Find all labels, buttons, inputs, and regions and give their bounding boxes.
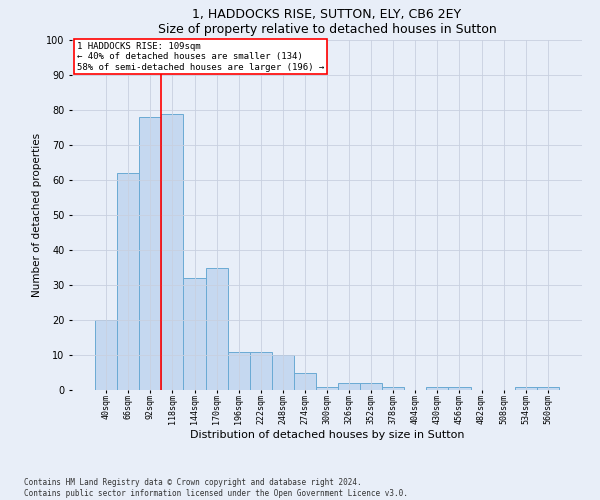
Y-axis label: Number of detached properties: Number of detached properties [32,133,42,297]
Bar [316,386,338,390]
Bar [206,268,227,390]
Bar [117,173,139,390]
Bar [184,278,206,390]
Bar [537,386,559,390]
Text: 1 HADDOCKS RISE: 109sqm
← 40% of detached houses are smaller (134)
58% of semi-d: 1 HADDOCKS RISE: 109sqm ← 40% of detache… [77,42,325,72]
Bar [360,383,382,390]
Bar [250,352,272,390]
Bar [272,355,294,390]
Bar [227,352,250,390]
Text: Contains HM Land Registry data © Crown copyright and database right 2024.
Contai: Contains HM Land Registry data © Crown c… [24,478,408,498]
Bar [338,383,360,390]
X-axis label: Distribution of detached houses by size in Sutton: Distribution of detached houses by size … [190,430,464,440]
Bar [515,386,537,390]
Bar [139,117,161,390]
Bar [95,320,117,390]
Bar [427,386,448,390]
Bar [294,372,316,390]
Title: 1, HADDOCKS RISE, SUTTON, ELY, CB6 2EY
Size of property relative to detached hou: 1, HADDOCKS RISE, SUTTON, ELY, CB6 2EY S… [158,8,496,36]
Bar [448,386,470,390]
Bar [161,114,184,390]
Bar [382,386,404,390]
